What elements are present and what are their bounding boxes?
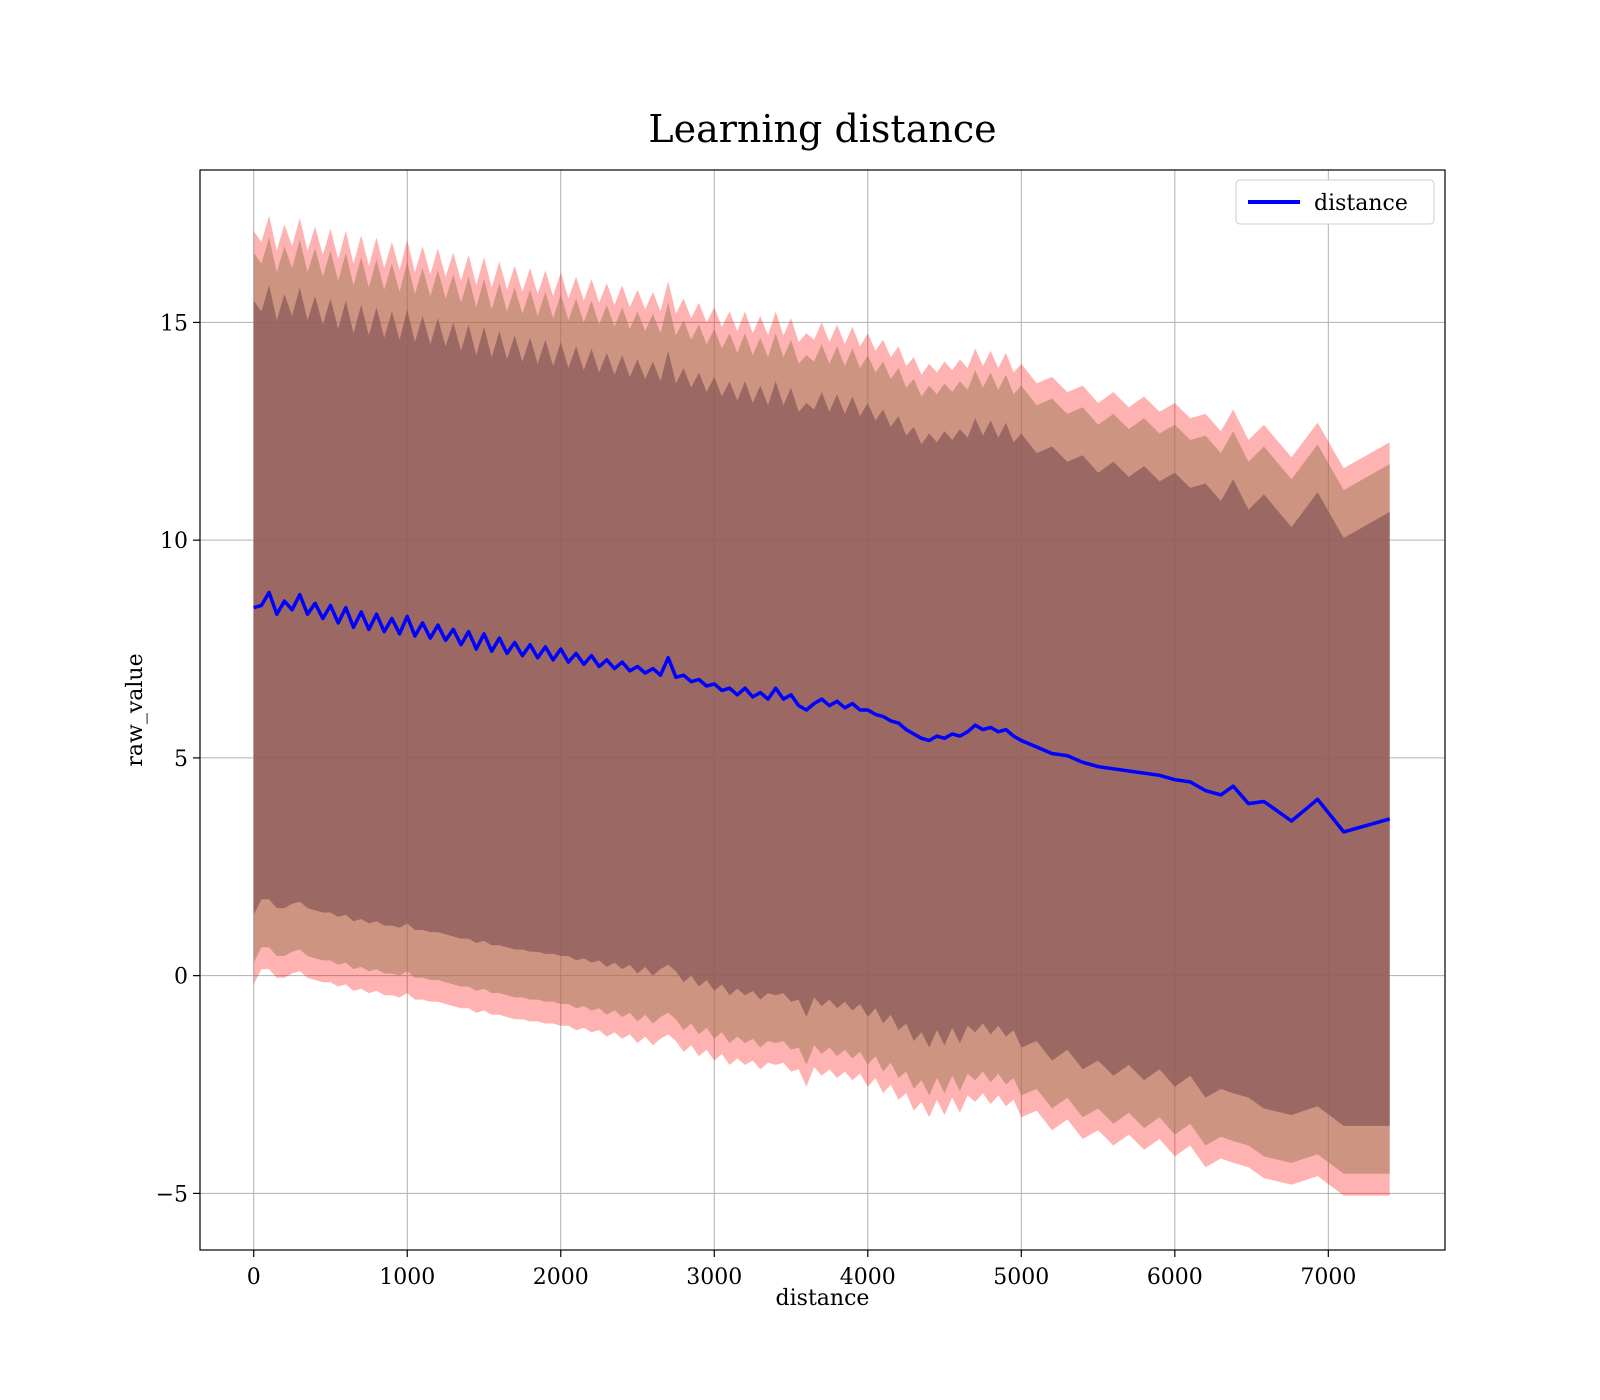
series-lines <box>253 590 1391 834</box>
legend: distance <box>1235 179 1435 225</box>
x-axis-ticks: 0 1000 2000 3000 4000 5000 6000 7000 <box>247 1250 1356 1290</box>
x-tick-label-2000: 2000 <box>533 1265 589 1290</box>
bands <box>253 215 1390 1196</box>
x-axis-label: distance <box>776 1286 870 1311</box>
series-line-distance <box>253 590 1391 834</box>
x-tick-label-6000: 6000 <box>1147 1265 1203 1290</box>
x-tick-label-3000: 3000 <box>686 1265 742 1290</box>
plot-frame <box>199 169 1446 1251</box>
y-tick-label-4: 15 <box>160 311 188 336</box>
y-axis-ticks: −5 0 5 10 15 <box>156 311 200 1207</box>
band-inner <box>253 285 1390 1126</box>
y-tick-label-0: −5 <box>156 1182 188 1207</box>
legend-label-distance: distance <box>1314 191 1408 216</box>
y-tick-label-3: 10 <box>160 529 188 554</box>
x-tick-label-5000: 5000 <box>993 1265 1049 1290</box>
y-tick-label-1: 0 <box>174 965 188 990</box>
x-tick-label-4000: 4000 <box>840 1265 896 1290</box>
y-axis-label: raw_value <box>123 653 148 766</box>
x-tick-label-7000: 7000 <box>1300 1265 1356 1290</box>
chart-title: Learning distance <box>648 107 996 151</box>
x-tick-label-0: 0 <box>247 1265 261 1290</box>
legend-box <box>1235 179 1435 225</box>
y-tick-label-2: 5 <box>174 747 188 772</box>
x-tick-label-1000: 1000 <box>379 1265 435 1290</box>
